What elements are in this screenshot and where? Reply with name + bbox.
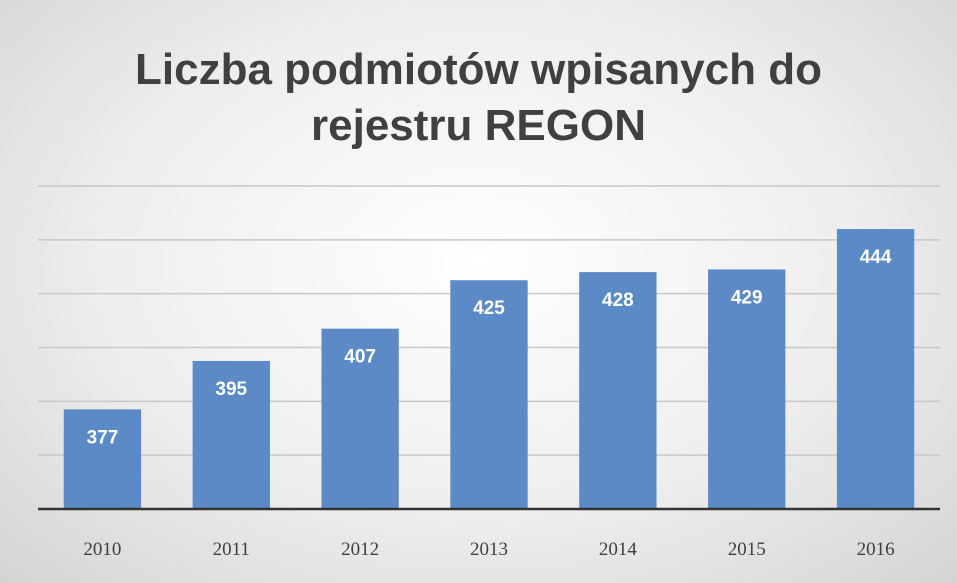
chart-title: Liczba podmiotów wpisanych do rejestru R… — [135, 45, 822, 150]
title-box: Liczba podmiotów wpisanych do rejestru R… — [0, 42, 957, 154]
data-label: 395 — [215, 379, 247, 400]
bar — [321, 328, 399, 509]
x-tick-label: 2010 — [83, 539, 121, 560]
x-tick-label: 2013 — [470, 539, 508, 560]
x-tick-label: 2016 — [857, 539, 895, 560]
bar — [192, 360, 270, 509]
x-tick-label: 2012 — [341, 539, 379, 560]
data-label: 444 — [860, 247, 892, 268]
x-tick-label: 2011 — [213, 539, 250, 560]
data-label: 425 — [473, 298, 505, 319]
data-label: 428 — [602, 290, 634, 311]
bar — [63, 409, 142, 509]
data-label: 407 — [344, 347, 376, 368]
data-label: 429 — [731, 287, 763, 308]
bar — [579, 272, 657, 509]
bar — [708, 269, 786, 509]
x-tick-label: 2014 — [599, 539, 638, 560]
data-label: 377 — [87, 427, 119, 448]
bar — [450, 280, 528, 509]
x-tick-label: 2015 — [728, 539, 766, 560]
bar — [836, 229, 915, 510]
